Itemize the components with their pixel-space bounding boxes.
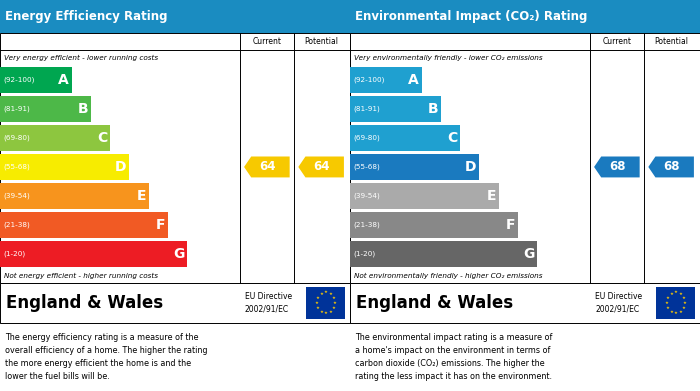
Text: D: D xyxy=(466,160,477,174)
Bar xyxy=(350,212,518,238)
Text: G: G xyxy=(173,247,184,261)
Text: E: E xyxy=(486,189,496,203)
Text: (39-54): (39-54) xyxy=(4,193,30,199)
Text: ★: ★ xyxy=(666,296,670,300)
Text: ★: ★ xyxy=(682,296,686,300)
Polygon shape xyxy=(298,156,344,178)
Text: The environmental impact rating is a measure of
a home's impact on the environme: The environmental impact rating is a mea… xyxy=(355,333,552,380)
Text: England & Wales: England & Wales xyxy=(6,294,163,312)
Bar xyxy=(0,283,350,323)
Bar xyxy=(350,241,537,267)
Bar xyxy=(350,67,422,93)
Text: ★: ★ xyxy=(316,296,320,300)
Text: 68: 68 xyxy=(663,160,680,174)
Text: (55-68): (55-68) xyxy=(354,164,380,170)
Text: (39-54): (39-54) xyxy=(354,193,380,199)
Bar xyxy=(0,67,72,93)
Bar xyxy=(350,0,700,33)
Text: E: E xyxy=(136,189,146,203)
Text: B: B xyxy=(78,102,88,116)
Text: ★: ★ xyxy=(315,301,318,305)
Text: ★: ★ xyxy=(332,296,336,300)
Text: C: C xyxy=(97,131,108,145)
Bar xyxy=(0,96,91,122)
Text: Current: Current xyxy=(253,37,281,46)
Text: (55-68): (55-68) xyxy=(4,164,30,170)
Text: England & Wales: England & Wales xyxy=(356,294,513,312)
Text: ★: ★ xyxy=(674,311,678,315)
Bar xyxy=(350,125,461,151)
Text: F: F xyxy=(505,218,515,232)
Text: (69-80): (69-80) xyxy=(354,135,380,141)
Bar xyxy=(0,183,148,209)
Text: Potential: Potential xyxy=(654,37,688,46)
Bar xyxy=(0,33,350,283)
Text: (92-100): (92-100) xyxy=(4,77,35,83)
Bar xyxy=(0,212,168,238)
Text: The energy efficiency rating is a measure of the
overall efficiency of a home. T: The energy efficiency rating is a measur… xyxy=(6,333,208,380)
Text: ★: ★ xyxy=(683,301,687,305)
Text: ★: ★ xyxy=(324,291,328,294)
Text: Energy Efficiency Rating: Energy Efficiency Rating xyxy=(6,10,168,23)
Text: ★: ★ xyxy=(333,301,337,305)
Text: ★: ★ xyxy=(682,306,686,310)
Text: D: D xyxy=(116,160,127,174)
Text: 64: 64 xyxy=(259,160,276,174)
Bar xyxy=(657,287,696,319)
Text: ★: ★ xyxy=(328,310,332,314)
Text: A: A xyxy=(408,73,419,87)
Text: ★: ★ xyxy=(665,301,668,305)
Text: ★: ★ xyxy=(669,310,673,314)
Text: EU Directive
2002/91/EC: EU Directive 2002/91/EC xyxy=(595,292,642,314)
Text: Very environmentally friendly - lower CO₂ emissions: Very environmentally friendly - lower CO… xyxy=(354,54,542,61)
Text: ★: ★ xyxy=(319,310,323,314)
Text: ★: ★ xyxy=(669,292,673,296)
Text: (1-20): (1-20) xyxy=(354,251,376,257)
Text: 64: 64 xyxy=(313,160,330,174)
Bar xyxy=(0,125,111,151)
Text: Not environmentally friendly - higher CO₂ emissions: Not environmentally friendly - higher CO… xyxy=(354,273,542,279)
Text: ★: ★ xyxy=(324,311,328,315)
Text: Very energy efficient - lower running costs: Very energy efficient - lower running co… xyxy=(4,54,158,61)
Bar xyxy=(350,96,441,122)
Bar xyxy=(0,241,187,267)
Bar xyxy=(350,154,480,180)
Text: Environmental Impact (CO₂) Rating: Environmental Impact (CO₂) Rating xyxy=(355,10,587,23)
Polygon shape xyxy=(594,156,640,178)
Text: (81-91): (81-91) xyxy=(354,106,380,112)
Text: (92-100): (92-100) xyxy=(354,77,385,83)
Text: (1-20): (1-20) xyxy=(4,251,26,257)
Text: ★: ★ xyxy=(678,292,682,296)
Text: C: C xyxy=(447,131,458,145)
Text: Potential: Potential xyxy=(304,37,338,46)
Bar xyxy=(350,183,498,209)
Text: (21-38): (21-38) xyxy=(4,222,30,228)
Text: G: G xyxy=(523,247,534,261)
Text: EU Directive
2002/91/EC: EU Directive 2002/91/EC xyxy=(245,292,292,314)
Text: ★: ★ xyxy=(319,292,323,296)
Text: A: A xyxy=(58,73,69,87)
Polygon shape xyxy=(648,156,694,178)
Bar xyxy=(0,0,350,33)
Text: ★: ★ xyxy=(666,306,670,310)
Text: F: F xyxy=(155,218,165,232)
Text: (69-80): (69-80) xyxy=(4,135,30,141)
Text: ★: ★ xyxy=(678,310,682,314)
Text: (81-91): (81-91) xyxy=(4,106,30,112)
Text: B: B xyxy=(428,102,438,116)
Bar xyxy=(307,287,346,319)
Polygon shape xyxy=(244,156,290,178)
Text: ★: ★ xyxy=(328,292,332,296)
Text: (21-38): (21-38) xyxy=(354,222,380,228)
Text: Current: Current xyxy=(603,37,631,46)
Bar xyxy=(0,154,130,180)
Text: ★: ★ xyxy=(332,306,336,310)
Bar xyxy=(350,33,700,283)
Text: Not energy efficient - higher running costs: Not energy efficient - higher running co… xyxy=(4,273,158,279)
Text: ★: ★ xyxy=(674,291,678,294)
Bar xyxy=(350,283,700,323)
Text: 68: 68 xyxy=(609,160,626,174)
Text: ★: ★ xyxy=(316,306,320,310)
